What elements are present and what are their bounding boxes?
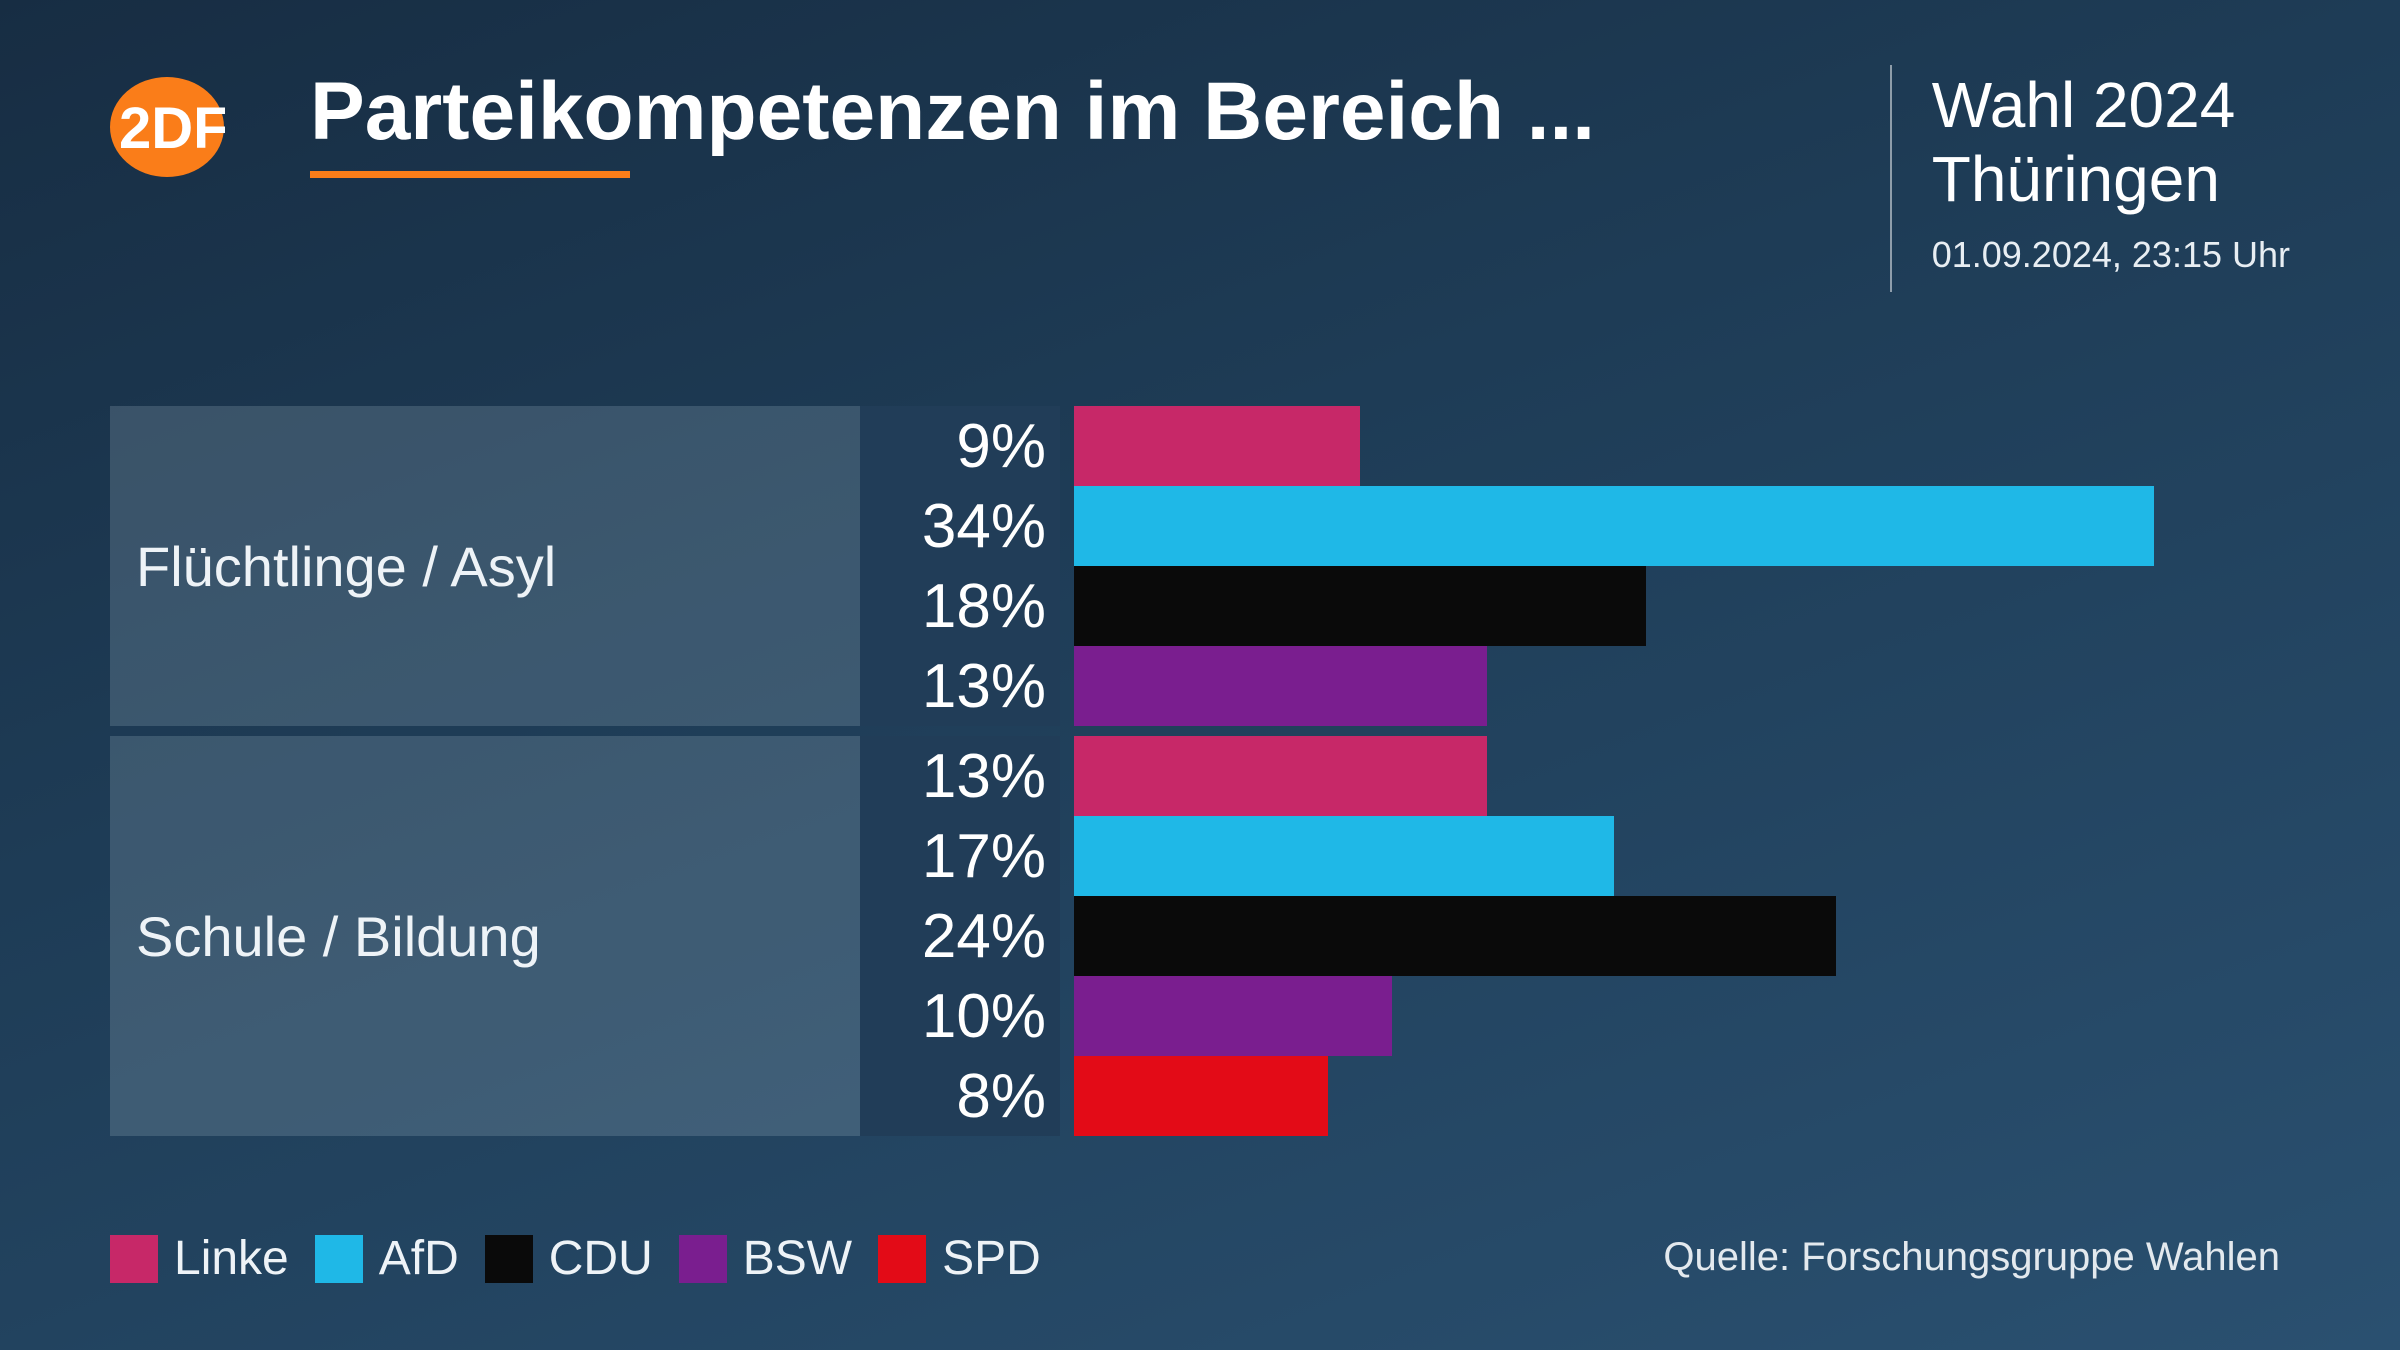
- bar-cell: [1060, 1056, 2290, 1136]
- bar-row: 9%: [860, 406, 2290, 486]
- bar-row: 13%: [860, 646, 2290, 726]
- bar: [1074, 406, 1360, 486]
- legend-item: Linke: [110, 1231, 289, 1286]
- legend-label: BSW: [743, 1231, 852, 1286]
- title-block: Parteikompetenzen im Bereich ...: [310, 65, 1595, 178]
- bar: [1074, 1056, 1328, 1136]
- group-label: Flüchtlinge / Asyl: [110, 406, 860, 726]
- bar-cell: [1060, 646, 2290, 726]
- pct-value: 8%: [860, 1056, 1060, 1136]
- chart-group: Schule / Bildung13%17%24%10%8%: [110, 736, 2290, 1136]
- bar-cell: [1060, 566, 2290, 646]
- context-election: Wahl 2024: [1932, 69, 2290, 143]
- legend-label: AfD: [379, 1231, 459, 1286]
- bar: [1074, 736, 1487, 816]
- bar-row: 17%: [860, 816, 2290, 896]
- group-bars: 9%34%18%13%: [860, 406, 2290, 726]
- legend-item: BSW: [679, 1231, 852, 1286]
- legend-swatch: [315, 1235, 363, 1283]
- bar-row: 18%: [860, 566, 2290, 646]
- bar-row: 34%: [860, 486, 2290, 566]
- legend-swatch: [878, 1235, 926, 1283]
- logo-text: 2DF: [119, 96, 225, 161]
- bar-row: 13%: [860, 736, 2290, 816]
- legend-label: CDU: [549, 1231, 653, 1286]
- bar: [1074, 816, 1614, 896]
- pct-value: 24%: [860, 896, 1060, 976]
- pct-value: 34%: [860, 486, 1060, 566]
- zdf-logo: 2DF: [110, 70, 225, 185]
- pct-value: 17%: [860, 816, 1060, 896]
- context-timestamp: 01.09.2024, 23:15 Uhr: [1932, 234, 2290, 276]
- bar-chart: Flüchtlinge / Asyl9%34%18%13%Schule / Bi…: [110, 406, 2290, 1146]
- context-block: Wahl 2024 Thüringen 01.09.2024, 23:15 Uh…: [1890, 65, 2290, 292]
- legend-label: SPD: [942, 1231, 1041, 1286]
- bar: [1074, 646, 1487, 726]
- pct-value: 13%: [860, 736, 1060, 816]
- legend: Linke AfD CDU BSW SPD: [110, 1231, 1041, 1286]
- pct-value: 9%: [860, 406, 1060, 486]
- bar-cell: [1060, 406, 2290, 486]
- legend-item: AfD: [315, 1231, 459, 1286]
- bar-cell: [1060, 816, 2290, 896]
- pct-value: 18%: [860, 566, 1060, 646]
- bar: [1074, 486, 2154, 566]
- legend-swatch: [679, 1235, 727, 1283]
- legend-swatch: [485, 1235, 533, 1283]
- bar: [1074, 976, 1392, 1056]
- legend-swatch: [110, 1235, 158, 1283]
- bar-cell: [1060, 736, 2290, 816]
- source-text: Quelle: Forschungsgruppe Wahlen: [1663, 1235, 2280, 1280]
- title-underline: [310, 171, 630, 178]
- group-label: Schule / Bildung: [110, 736, 860, 1136]
- bar-row: 24%: [860, 896, 2290, 976]
- pct-value: 10%: [860, 976, 1060, 1056]
- bar: [1074, 896, 1836, 976]
- legend-item: CDU: [485, 1231, 653, 1286]
- chart-group: Flüchtlinge / Asyl9%34%18%13%: [110, 406, 2290, 726]
- bar-cell: [1060, 976, 2290, 1056]
- bar-row: 8%: [860, 1056, 2290, 1136]
- bar: [1074, 566, 1646, 646]
- context-region: Thüringen: [1932, 143, 2290, 217]
- group-bars: 13%17%24%10%8%: [860, 736, 2290, 1136]
- bar-row: 10%: [860, 976, 2290, 1056]
- pct-value: 13%: [860, 646, 1060, 726]
- chart-title: Parteikompetenzen im Bereich ...: [310, 65, 1595, 159]
- legend-label: Linke: [174, 1231, 289, 1286]
- bar-cell: [1060, 486, 2290, 566]
- legend-item: SPD: [878, 1231, 1041, 1286]
- bar-cell: [1060, 896, 2290, 976]
